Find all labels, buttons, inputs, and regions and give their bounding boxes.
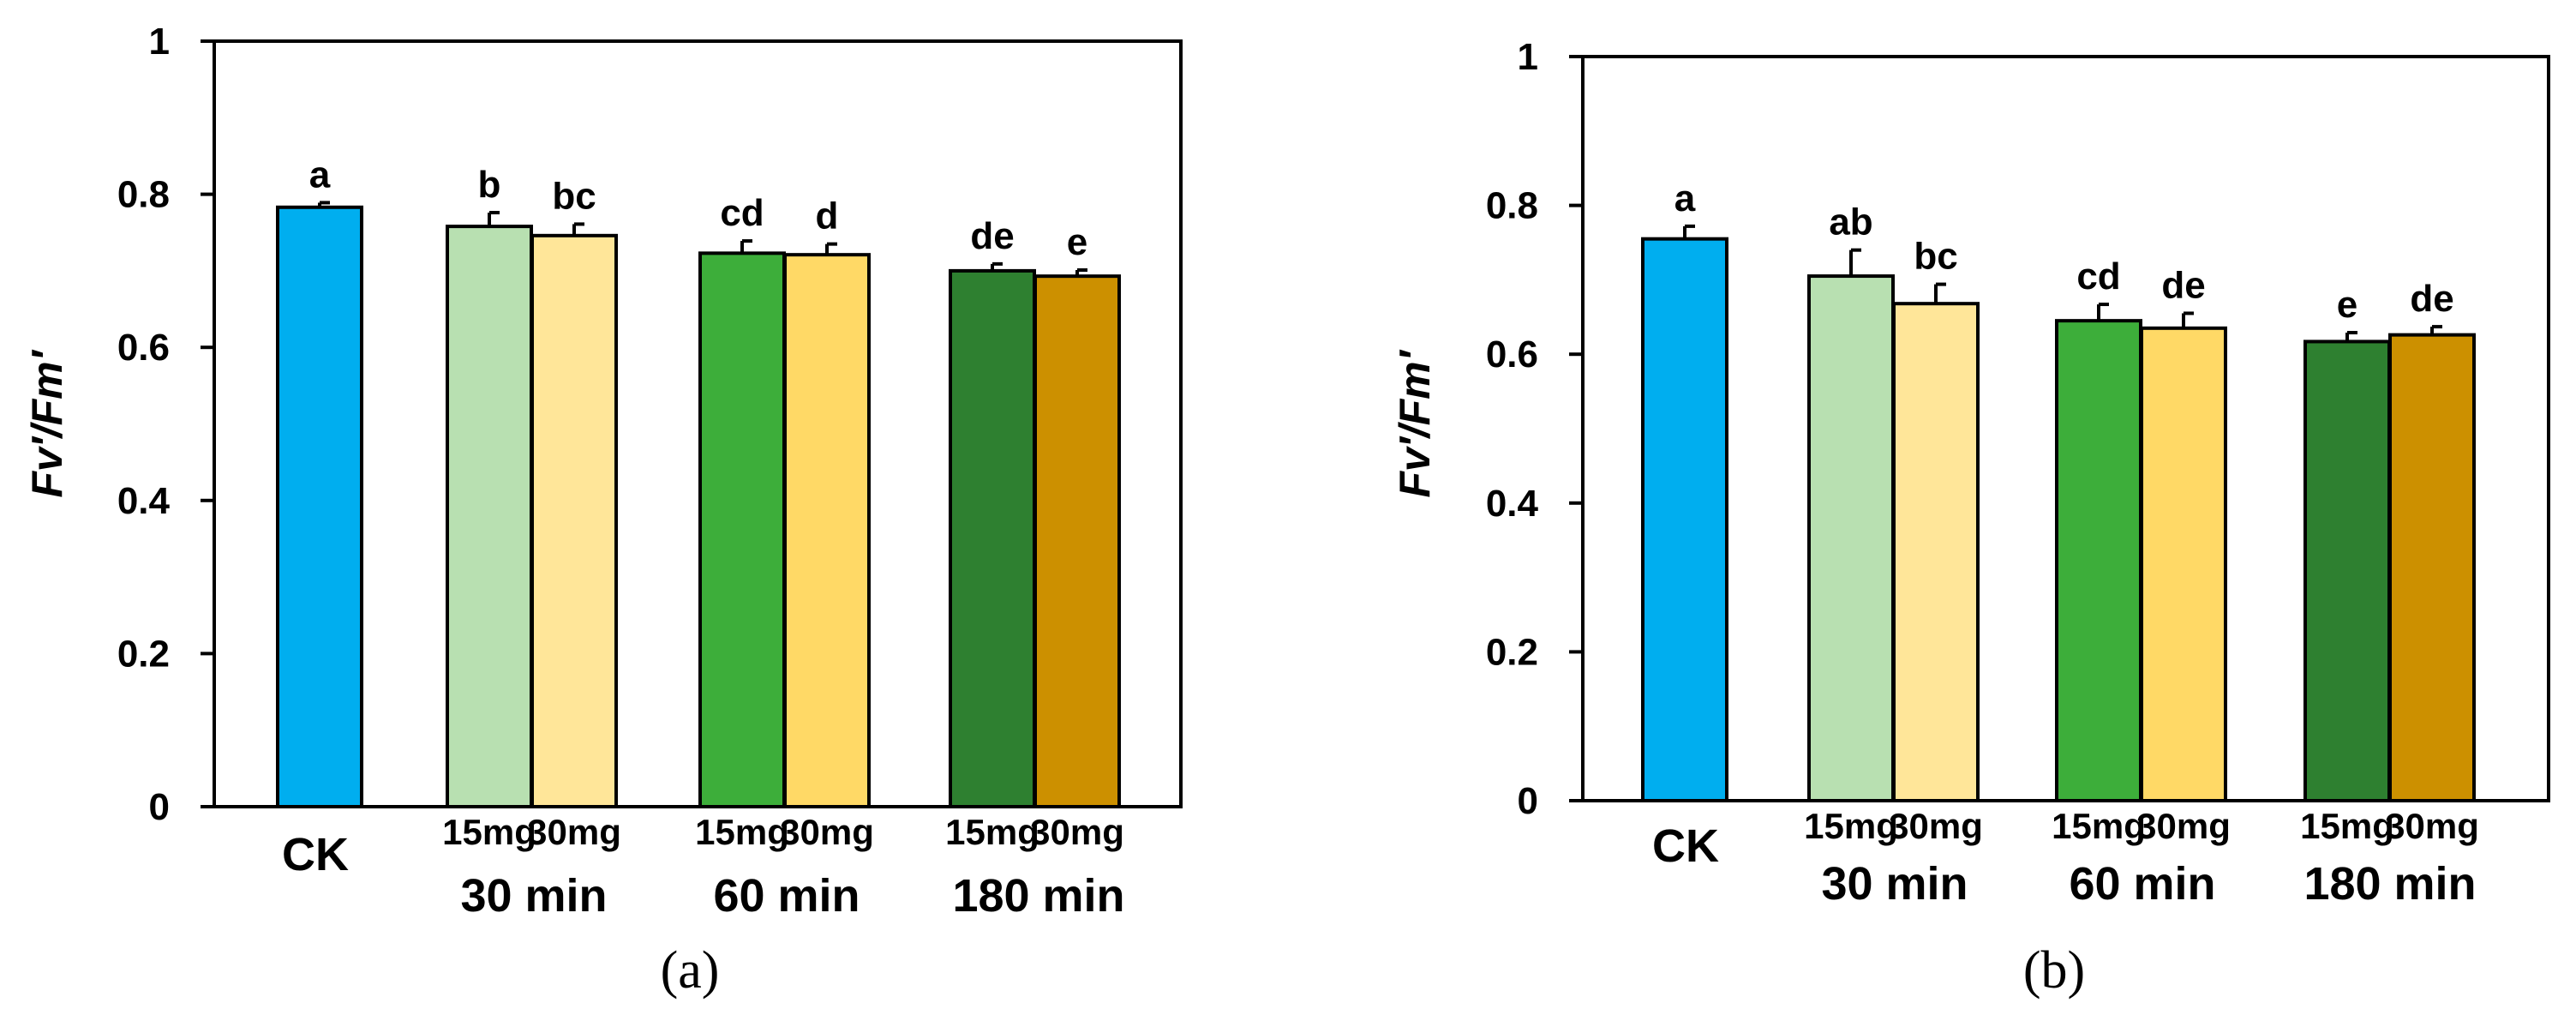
y-axis-label: Fv′/Fm′: [1391, 349, 1439, 497]
bar: [530, 233, 618, 808]
chart-panel-a: 0 0.2 0.4 0.6 0.8 1 Fv′/Fm′ a CK b 15mg bc 30mg cd 15m…: [23, 21, 1183, 1000]
y-tick-label: 0.4: [1486, 483, 1539, 525]
significance-letter: a: [1674, 177, 1696, 219]
y-tick-label: 0.8: [1486, 185, 1538, 227]
x-dose-label: 15mg: [695, 812, 789, 852]
x-dose-label: 15mg: [945, 812, 1039, 852]
bar: [783, 253, 871, 809]
significance-letter: b: [478, 164, 501, 206]
x-dose-label: 30mg: [527, 812, 621, 852]
bar: [2388, 333, 2476, 802]
x-dose-label: 15mg: [2052, 806, 2146, 846]
panel-label: (a): [661, 941, 720, 1000]
y-tick-label: 0.6: [117, 327, 170, 369]
bar: [2055, 319, 2142, 802]
bar: [1892, 302, 1980, 802]
chart-panel-b: 0 0.2 0.4 0.6 0.8 1 Fv′/Fm′ a CK ab 15mg bc 30mg cd 15…: [1391, 36, 2550, 1000]
significance-letter: cd: [2076, 255, 2120, 297]
significance-letter: e: [1067, 221, 1087, 263]
y-tick-label: 0.2: [117, 633, 170, 675]
panel-label: (b): [2023, 941, 2085, 1000]
bar: [1033, 274, 1121, 808]
significance-letter: de: [2161, 264, 2205, 306]
x-group-label: 30 min: [460, 870, 607, 922]
significance-letter: a: [309, 153, 331, 195]
y-tick-label: 0.6: [1486, 333, 1538, 375]
x-dose-label: 30mg: [1030, 812, 1124, 852]
significance-letter: de: [2410, 278, 2453, 320]
x-group-label: 180 min: [2303, 858, 2476, 910]
bar: [2303, 339, 2391, 803]
significance-letter: de: [970, 215, 1014, 257]
bar: [949, 268, 1036, 808]
x-dose-label: 30mg: [2385, 806, 2479, 846]
y-tick-label: 1: [149, 21, 170, 63]
significance-letter: bc: [552, 175, 596, 217]
plot-frame: [213, 39, 1183, 808]
significance-letter: ab: [1829, 201, 1872, 243]
x-group-label: 30 min: [1821, 858, 1968, 910]
significance-letter: e: [2337, 284, 2357, 326]
x-group-label: 180 min: [952, 870, 1124, 922]
x-dose-label: 30mg: [2136, 806, 2231, 846]
x-group-label: 60 min: [2069, 858, 2215, 910]
bar: [446, 225, 533, 808]
significance-letter: cd: [720, 192, 764, 234]
significance-letter: bc: [1914, 236, 1957, 278]
bar: [2140, 326, 2227, 802]
bar: [1807, 274, 1895, 802]
x-dose-label: 30mg: [1889, 806, 1983, 846]
x-group-label: 60 min: [713, 870, 860, 922]
x-dose-label: 30mg: [780, 812, 874, 852]
significance-letter: d: [816, 195, 839, 237]
y-tick-label: 0: [149, 786, 170, 828]
x-label-ck: CK: [282, 829, 349, 880]
bar: [276, 205, 363, 808]
y-tick-label: 0.4: [117, 480, 171, 522]
y-tick-label: 0.8: [117, 174, 170, 216]
bar: [698, 251, 786, 808]
y-axis-label: Fv′/Fm′: [23, 349, 71, 497]
x-dose-label: 15mg: [1804, 806, 1898, 846]
x-dose-label: 15mg: [2300, 806, 2394, 846]
y-tick-label: 0.2: [1486, 631, 1538, 673]
bar: [1641, 237, 1728, 803]
y-tick-label: 0: [1518, 780, 1538, 822]
x-label-ck: CK: [1652, 820, 1719, 872]
y-tick-label: 1: [1518, 36, 1538, 78]
x-dose-label: 15mg: [442, 812, 536, 852]
